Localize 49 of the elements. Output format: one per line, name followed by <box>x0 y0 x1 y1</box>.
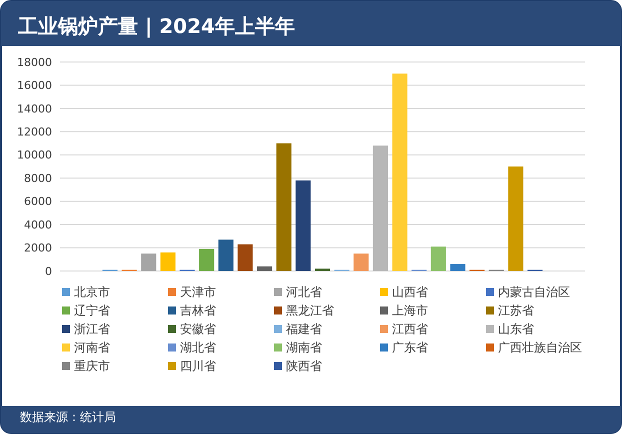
y-tick-label: 14000 <box>17 102 52 116</box>
legend-label: 广西壮族自治区 <box>498 340 582 355</box>
bar <box>199 248 214 271</box>
bar <box>218 240 234 271</box>
legend-label: 湖南省 <box>286 340 322 355</box>
chart-title: 工业锅炉产量 | 2024年上半年 <box>17 14 295 38</box>
bar <box>296 180 311 271</box>
bar <box>238 244 253 271</box>
legend-label: 安徽省 <box>180 322 216 336</box>
bar <box>372 146 388 271</box>
y-tick-label: 18000 <box>17 56 52 69</box>
bar <box>354 254 369 271</box>
legend-label: 山西省 <box>392 285 428 300</box>
y-tick-label: 4000 <box>24 218 52 232</box>
legend-label: 重庆市 <box>74 359 110 374</box>
legend-label: 陕西省 <box>286 359 322 374</box>
bar <box>508 166 524 271</box>
legend-label: 河南省 <box>74 340 110 355</box>
legend-label: 江苏省 <box>498 304 534 318</box>
legend-label: 北京市 <box>74 285 110 300</box>
y-tick-label: 10000 <box>17 148 52 162</box>
y-tick-label: 8000 <box>24 172 52 185</box>
legend-label: 内蒙古自治区 <box>498 285 570 300</box>
source-note: 数据来源：统计局 <box>20 410 116 424</box>
legend-label: 广东省 <box>392 340 428 355</box>
y-tick-label: 12000 <box>17 126 52 139</box>
bar <box>160 252 176 271</box>
legend-label: 山东省 <box>498 322 534 336</box>
legend-label: 上海市 <box>392 304 428 318</box>
y-tick-label: 16000 <box>17 79 52 92</box>
y-tick-label: 6000 <box>24 195 52 208</box>
legend-label: 吉林省 <box>180 304 216 318</box>
y-tick-label: 2000 <box>24 242 52 255</box>
legend-label: 湖北省 <box>180 340 216 355</box>
legend-label: 福建省 <box>286 322 322 336</box>
legend-label: 辽宁省 <box>74 304 110 318</box>
legend-label: 天津市 <box>180 285 216 300</box>
bar <box>430 246 446 271</box>
bar <box>392 74 408 271</box>
legend-label: 河北省 <box>286 285 322 300</box>
legend-label: 四川省 <box>180 359 216 374</box>
legend-label: 浙江省 <box>74 322 110 336</box>
bar <box>141 254 156 271</box>
bar <box>450 264 466 271</box>
bar <box>257 266 272 271</box>
bar <box>276 143 292 271</box>
legend-label: 江西省 <box>392 322 428 336</box>
y-tick-label: 0 <box>45 264 52 278</box>
legend-label: 黑龙江省 <box>286 304 334 318</box>
